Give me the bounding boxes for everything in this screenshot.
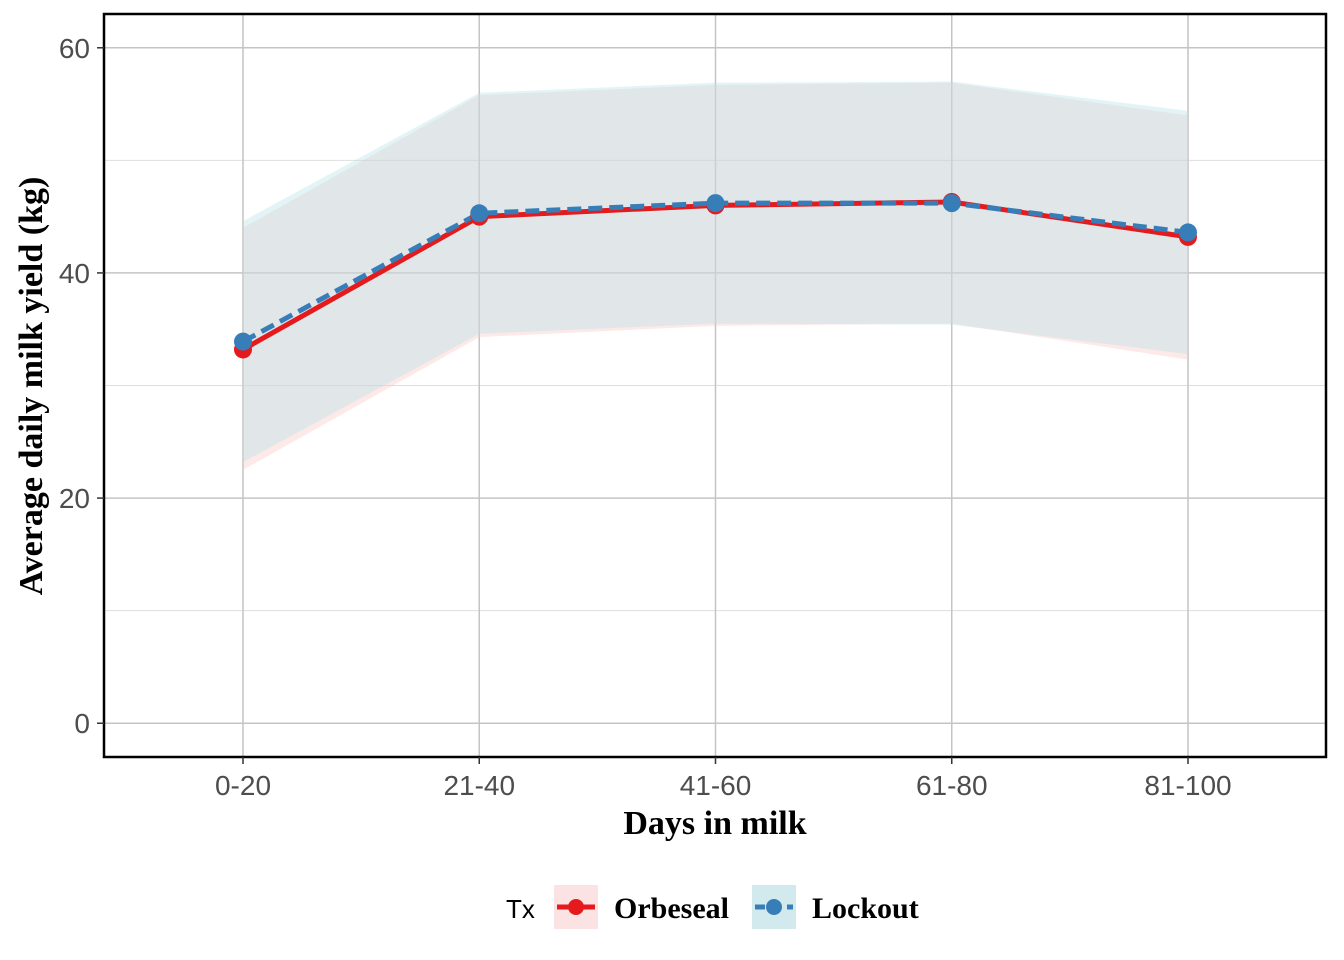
data-point-lockout [234, 332, 252, 351]
x-tick-label: 0-20 [215, 770, 271, 801]
grid [104, 14, 1326, 757]
data-point-lockout [942, 194, 961, 213]
legend-label-lockout: Lockout [812, 892, 919, 925]
y-tick-label: 20 [59, 483, 90, 514]
x-axis-title: Days in milk [623, 805, 806, 842]
x-tick-label: 21-40 [443, 770, 515, 801]
legend-point-lockout [766, 899, 782, 915]
ci-ribbon-lockout [243, 81, 1188, 463]
x-tick-label: 41-60 [680, 770, 752, 801]
data-point-lockout [470, 204, 489, 223]
y-tick-label: 60 [59, 33, 90, 64]
y-tick-label: 40 [59, 258, 90, 289]
series-points [234, 193, 1197, 359]
y-tick-label: 0 [74, 708, 90, 739]
axes: 0 20 40 60 0-20 21-40 41-60 61-80 81-100 [59, 33, 1232, 801]
x-tick-label: 81-100 [1144, 770, 1231, 801]
legend-point-orbeseal [568, 899, 584, 915]
confidence-ribbons [243, 81, 1188, 470]
data-point-lockout [1179, 223, 1197, 242]
data-point-lockout [706, 194, 725, 213]
x-tick-label: 61-80 [916, 770, 988, 801]
ci-ribbon-orbeseal [243, 82, 1188, 470]
legend: Tx Orbeseal Lockout [506, 885, 919, 929]
y-axis-title: Average daily milk yield (kg) [13, 177, 50, 596]
legend-label-orbeseal: Orbeseal [614, 892, 729, 925]
legend-title: Tx [506, 894, 535, 924]
legend-item-orbeseal: Orbeseal [554, 885, 729, 929]
legend-item-lockout: Lockout [752, 885, 919, 929]
